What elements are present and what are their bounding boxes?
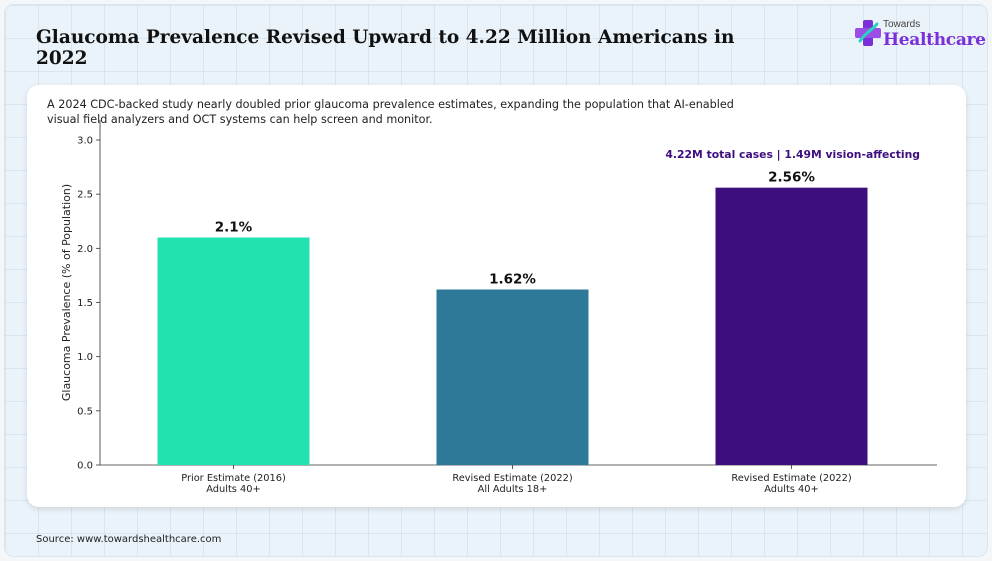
- y-tick-label: 0.5: [77, 406, 93, 417]
- x-tick-label: Revised Estimate (2022): [731, 473, 851, 484]
- bar: [157, 237, 310, 465]
- bar-value-label: 2.1%: [215, 220, 253, 236]
- y-axis-label: Glaucoma Prevalence (% of Population): [60, 184, 73, 401]
- logo-text-towards: Towards: [883, 19, 921, 30]
- x-tick-label: All Adults 18+: [478, 484, 548, 495]
- x-tick-label: Prior Estimate (2016): [181, 473, 286, 484]
- bar: [715, 187, 868, 465]
- y-tick-label: 1.0: [77, 352, 93, 363]
- x-tick-label: Revised Estimate (2022): [452, 473, 572, 484]
- y-tick-label: 2.5: [77, 190, 93, 201]
- bar-value-label: 1.62%: [489, 272, 536, 288]
- y-tick-label: 3.0: [77, 136, 93, 147]
- bar-value-label: 2.56%: [768, 170, 815, 186]
- bar: [436, 289, 589, 465]
- bar-chart: 0.0 0.5 1.0 1.5 2.0 2.5 3.0 Glaucoma Prevalence…: [60, 120, 937, 495]
- chart-annotation: 4.22M total cases | 1.49M vision-affecti…: [665, 148, 920, 161]
- medical-cross-icon: [855, 20, 881, 46]
- x-tick-label: Adults 40+: [206, 484, 260, 495]
- logo-text-healthcare: Healthcare: [883, 30, 986, 50]
- x-tick-label: Adults 40+: [764, 484, 818, 495]
- chart-subtitle: A 2024 CDC-backed study nearly doubled p…: [47, 98, 734, 126]
- y-tick-label: 2.0: [77, 244, 93, 255]
- page-title: Glaucoma Prevalence Revised Upward to 4.…: [36, 27, 735, 69]
- y-tick-label: 0.0: [77, 461, 93, 472]
- chart-card: A 2024 CDC-backed study nearly doubled p…: [27, 85, 966, 507]
- brand-logo: Towards Healthcare: [855, 17, 986, 51]
- y-tick-label: 1.5: [77, 298, 93, 309]
- source-note: Source: www.towardshealthcare.com: [36, 534, 222, 545]
